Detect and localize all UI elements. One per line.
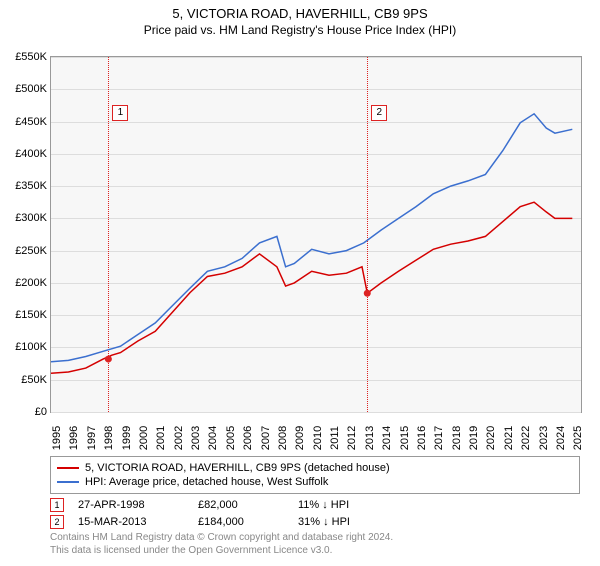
event-table: 1 27-APR-1998£82,00011% ↓ HPI 2 15-MAR-2013… xyxy=(50,495,580,529)
x-axis-label: 2002 xyxy=(173,426,185,450)
event-date: 15-MAR-2013 xyxy=(78,516,198,528)
x-axis-label: 2019 xyxy=(468,426,480,450)
x-axis-label: 2024 xyxy=(555,426,567,450)
footer-line2: This data is licensed under the Open Gov… xyxy=(50,544,393,557)
x-axis-label: 1999 xyxy=(121,426,133,450)
x-axis-label: 1995 xyxy=(51,426,63,450)
y-axis-label: £450K xyxy=(3,116,47,128)
x-axis-label: 2006 xyxy=(242,426,254,450)
event-dot xyxy=(364,290,371,297)
y-axis-label: £150K xyxy=(3,309,47,321)
x-axis-label: 2000 xyxy=(138,426,150,450)
event-price: £82,000 xyxy=(198,499,298,511)
page-subtitle: Price paid vs. HM Land Registry's House … xyxy=(0,23,600,37)
x-axis-label: 2007 xyxy=(260,426,272,450)
x-axis-label: 2010 xyxy=(312,426,324,450)
series-line xyxy=(51,202,572,373)
y-axis-label: £500K xyxy=(3,83,47,95)
gridline xyxy=(51,412,581,413)
event-row: 2 15-MAR-2013£184,00031% ↓ HPI xyxy=(50,515,580,529)
x-axis-label: 2015 xyxy=(399,426,411,450)
y-axis-label: £200K xyxy=(3,277,47,289)
x-axis-label: 2008 xyxy=(277,426,289,450)
event-delta: 31% ↓ HPI xyxy=(298,516,350,528)
legend-swatch xyxy=(57,467,79,469)
legend-item: HPI: Average price, detached house, West… xyxy=(57,475,573,489)
x-axis-label: 1996 xyxy=(68,426,80,450)
x-axis-label: 2018 xyxy=(451,426,463,450)
x-axis-label: 2005 xyxy=(225,426,237,450)
event-delta: 11% ↓ HPI xyxy=(298,499,349,511)
x-axis-label: 2012 xyxy=(346,426,358,450)
legend: 5, VICTORIA ROAD, HAVERHILL, CB9 9PS (de… xyxy=(50,456,580,494)
x-axis-label: 2009 xyxy=(294,426,306,450)
y-axis-label: £100K xyxy=(3,341,47,353)
legend-swatch xyxy=(57,481,79,483)
event-number-badge: 2 xyxy=(50,515,64,529)
x-axis-label: 2011 xyxy=(329,426,341,450)
x-axis-label: 2017 xyxy=(433,426,445,450)
footer-attribution: Contains HM Land Registry data © Crown c… xyxy=(50,531,393,557)
legend-item: 5, VICTORIA ROAD, HAVERHILL, CB9 9PS (de… xyxy=(57,461,573,475)
x-axis-label: 2025 xyxy=(572,426,584,450)
x-axis-label: 1997 xyxy=(86,426,98,450)
legend-label: 5, VICTORIA ROAD, HAVERHILL, CB9 9PS (de… xyxy=(85,462,390,474)
x-axis-label: 2014 xyxy=(381,426,393,450)
x-axis-label: 2021 xyxy=(503,426,515,450)
y-axis-label: £50K xyxy=(3,374,47,386)
y-axis-label: £350K xyxy=(3,180,47,192)
x-axis-label: 2020 xyxy=(485,426,497,450)
price-chart: £0£50K£100K£150K£200K£250K£300K£350K£400… xyxy=(50,56,582,413)
y-axis-label: £0 xyxy=(3,406,47,418)
x-axis-label: 2013 xyxy=(364,426,376,450)
y-axis-label: £400K xyxy=(3,148,47,160)
x-axis-label: 1998 xyxy=(103,426,115,450)
event-row: 1 27-APR-1998£82,00011% ↓ HPI xyxy=(50,498,580,512)
x-axis-label: 2001 xyxy=(155,426,167,450)
event-dot xyxy=(105,356,112,363)
y-axis-label: £250K xyxy=(3,245,47,257)
x-axis-label: 2022 xyxy=(520,426,532,450)
y-axis-label: £300K xyxy=(3,212,47,224)
x-axis-label: 2023 xyxy=(538,426,550,450)
chart-svg xyxy=(51,57,581,412)
x-axis-label: 2016 xyxy=(416,426,428,450)
page-title: 5, VICTORIA ROAD, HAVERHILL, CB9 9PS xyxy=(0,6,600,21)
event-date: 27-APR-1998 xyxy=(78,499,198,511)
series-line xyxy=(51,114,572,362)
footer-line1: Contains HM Land Registry data © Crown c… xyxy=(50,531,393,544)
x-axis-label: 2003 xyxy=(190,426,202,450)
x-axis-label: 2004 xyxy=(207,426,219,450)
event-price: £184,000 xyxy=(198,516,298,528)
event-number-badge: 1 xyxy=(50,498,64,512)
legend-label: HPI: Average price, detached house, West… xyxy=(85,476,328,488)
y-axis-label: £550K xyxy=(3,51,47,63)
